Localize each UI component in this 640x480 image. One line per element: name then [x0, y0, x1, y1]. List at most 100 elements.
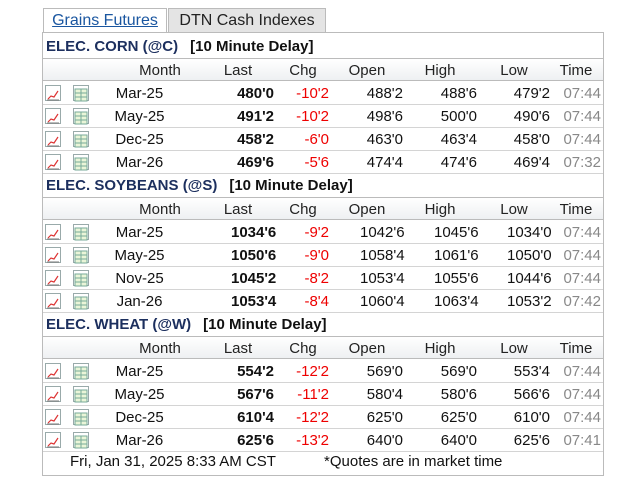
- delay-note: [10 Minute Delay]: [229, 177, 353, 194]
- column-header: Time: [559, 201, 593, 218]
- chart-icon[interactable]: [45, 131, 61, 147]
- quote-row: Dec-25 458'2 -6'0 463'0 463'4 458'0 07:44: [43, 128, 603, 151]
- column-header: Time: [559, 340, 593, 357]
- open: 1042'6: [360, 224, 405, 241]
- month: Mar-25: [115, 363, 164, 380]
- low: 1044'6: [507, 270, 552, 287]
- tab[interactable]: Grains Futures: [43, 8, 167, 32]
- month: May-25: [114, 386, 165, 403]
- time: 07:44: [563, 363, 601, 380]
- column-header: Chg: [289, 62, 317, 79]
- chart-icon[interactable]: [45, 432, 61, 448]
- footer-note: *Quotes are in market time: [324, 453, 503, 470]
- open: 640'0: [366, 432, 403, 449]
- table-icon[interactable]: [73, 108, 89, 125]
- change: -12'2: [296, 363, 329, 380]
- table-icon[interactable]: [73, 432, 89, 449]
- month: Dec-25: [115, 409, 164, 426]
- month: Dec-25: [115, 131, 164, 148]
- chart-icon[interactable]: [45, 363, 61, 379]
- table-icon[interactable]: [73, 386, 89, 403]
- column-header: High: [424, 340, 456, 357]
- last: 567'6: [237, 386, 274, 403]
- last: 610'4: [237, 409, 274, 426]
- chart-icon[interactable]: [45, 224, 61, 240]
- change: -6'0: [304, 131, 329, 148]
- section-title: ELEC. CORN (@C): [46, 38, 179, 55]
- month: Mar-25: [115, 85, 164, 102]
- chart-icon[interactable]: [45, 409, 61, 425]
- table-icon[interactable]: [73, 224, 89, 241]
- chart-icon[interactable]: [45, 247, 61, 263]
- month: May-25: [114, 247, 165, 264]
- open: 474'4: [366, 154, 403, 171]
- time: 07:44: [563, 270, 601, 287]
- high: 625'0: [440, 409, 477, 426]
- chart-icon[interactable]: [45, 386, 61, 402]
- time: 07:44: [563, 224, 601, 241]
- low: 458'0: [513, 131, 550, 148]
- change: -8'2: [304, 270, 329, 287]
- table-icon[interactable]: [73, 270, 89, 287]
- column-header: Month: [139, 340, 181, 357]
- high: 569'0: [440, 363, 477, 380]
- column-header: Open: [348, 201, 386, 218]
- chart-icon[interactable]: [45, 293, 61, 309]
- open: 569'0: [366, 363, 403, 380]
- last: 1045'2: [231, 270, 277, 287]
- low: 1034'0: [507, 224, 552, 241]
- quote-row: Jan-26 1053'4 -8'4 1060'4 1063'4 1053'2 07:42: [43, 290, 603, 313]
- last: 469'6: [237, 154, 274, 171]
- low: 479'2: [513, 85, 550, 102]
- table-icon[interactable]: [73, 409, 89, 426]
- time: 07:32: [563, 154, 601, 171]
- quote-row: Mar-26 625'6 -13'2 640'0 640'0 625'6 07:41: [43, 429, 603, 452]
- quote-row: May-25 567'6 -11'2 580'4 580'6 566'6 07:44: [43, 383, 603, 406]
- table-icon[interactable]: [73, 247, 89, 264]
- column-header: Low: [500, 62, 528, 79]
- quote-row: Mar-25 554'2 -12'2 569'0 569'0 553'4 07:44: [43, 360, 603, 383]
- chart-icon[interactable]: [45, 270, 61, 286]
- column-header: Last: [223, 62, 253, 79]
- high: 580'6: [440, 386, 477, 403]
- table-icon[interactable]: [73, 131, 89, 148]
- table-icon[interactable]: [73, 154, 89, 171]
- high: 640'0: [440, 432, 477, 449]
- column-header: Chg: [289, 340, 317, 357]
- open: 463'0: [366, 131, 403, 148]
- low: 625'6: [513, 432, 550, 449]
- column-header-row: Month Last Chg Open High Low Time: [43, 197, 603, 220]
- time: 07:41: [563, 432, 601, 449]
- section-header: ELEC. CORN (@C) [10 Minute Delay]: [43, 35, 603, 58]
- chart-icon[interactable]: [45, 154, 61, 170]
- change: -13'2: [296, 432, 329, 449]
- open: 1060'4: [360, 293, 405, 310]
- tab[interactable]: DTN Cash Indexes: [168, 8, 326, 32]
- timestamp: Fri, Jan 31, 2025 8:33 AM CST: [70, 453, 276, 470]
- month: Mar-26: [115, 154, 164, 171]
- month: Mar-26: [115, 432, 164, 449]
- time: 07:44: [563, 85, 601, 102]
- change: -9'0: [304, 247, 329, 264]
- high: 1045'6: [434, 224, 479, 241]
- table-icon[interactable]: [73, 293, 89, 310]
- month: Jan-26: [116, 293, 163, 310]
- chart-icon[interactable]: [45, 108, 61, 124]
- open: 625'0: [366, 409, 403, 426]
- time: 07:44: [563, 386, 601, 403]
- quote-row: Mar-25 1034'6 -9'2 1042'6 1045'6 1034'0 07:44: [43, 221, 603, 244]
- section-title: ELEC. WHEAT (@W): [46, 316, 192, 333]
- section-header: ELEC. SOYBEANS (@S) [10 Minute Delay]: [43, 174, 603, 197]
- high: 1055'6: [434, 270, 479, 287]
- table-icon[interactable]: [73, 85, 89, 102]
- month: Mar-25: [115, 224, 164, 241]
- last: 1053'4: [231, 293, 277, 310]
- table-icon[interactable]: [73, 363, 89, 380]
- chart-icon[interactable]: [45, 85, 61, 101]
- change: -8'4: [304, 293, 329, 310]
- change: -11'2: [297, 386, 329, 403]
- quote-row: Dec-25 610'4 -12'2 625'0 625'0 610'0 07:44: [43, 406, 603, 429]
- column-header: Time: [559, 62, 593, 79]
- month: Nov-25: [115, 270, 164, 287]
